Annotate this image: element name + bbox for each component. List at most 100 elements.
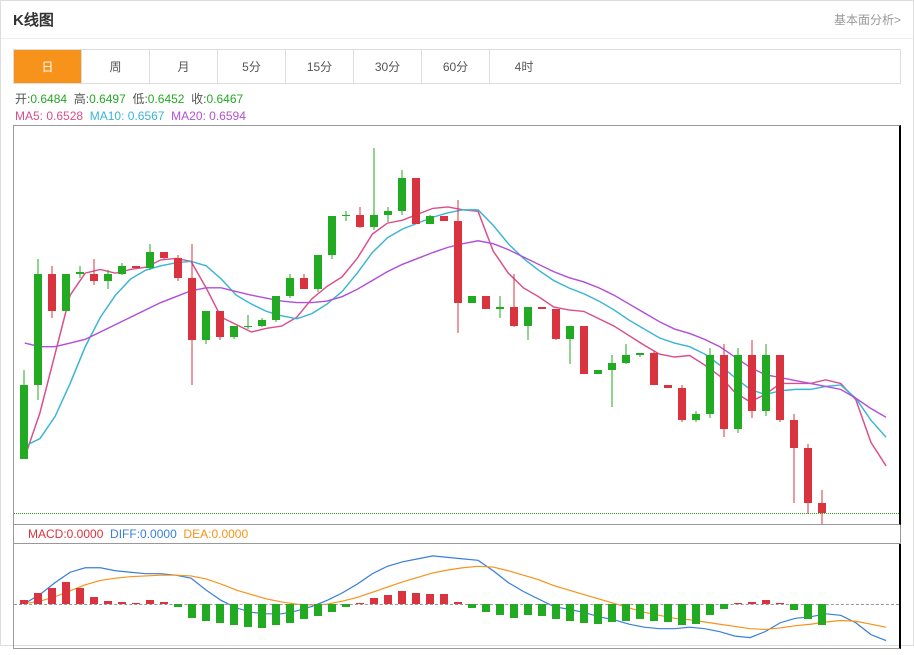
candle (524, 126, 532, 526)
candle (356, 126, 364, 526)
macd-bar (356, 603, 364, 605)
macd-readout: MACD:0.0000 DIFF:0.0000 DEA:0.0000 (13, 525, 901, 544)
ma5-value: 0.6528 (46, 109, 83, 123)
candle (146, 126, 154, 526)
tab-2[interactable]: 月 (150, 50, 218, 83)
candle (608, 126, 616, 526)
macd-bar (48, 588, 56, 605)
macd-bar (160, 602, 168, 604)
candle (748, 126, 756, 526)
candle (664, 126, 672, 526)
candle (734, 126, 742, 526)
open-label: 开: (15, 92, 30, 106)
macd-bar (552, 604, 560, 619)
fundamental-link[interactable]: 基本面分析> (834, 11, 901, 28)
candle (580, 126, 588, 526)
candle (174, 126, 182, 526)
candle (398, 126, 406, 526)
macd-bar (216, 604, 224, 623)
macd-bar (706, 604, 714, 615)
price-axis: 0.69420.68440.67450.66460.65470.6449 (901, 126, 914, 524)
macd-bar (804, 604, 812, 619)
candle (328, 126, 336, 526)
candle (454, 126, 462, 526)
macd-chart[interactable]: 0.0053-0.0060 (13, 544, 901, 649)
candle (34, 126, 42, 526)
candle (188, 126, 196, 526)
candle (48, 126, 56, 526)
macd-bar (664, 604, 672, 622)
candle (244, 126, 252, 526)
candle (286, 126, 294, 526)
macd-bar (34, 593, 42, 604)
candle (496, 126, 504, 526)
macd-bar (566, 604, 574, 621)
candle (202, 126, 210, 526)
macd-bar (524, 604, 532, 615)
high-label: 高: (74, 92, 89, 106)
tab-4[interactable]: 15分 (286, 50, 354, 83)
macd-bar (426, 594, 434, 605)
kline-panel: K线图 基本面分析> 日周月5分15分30分60分4时 开:0.6484 高:0… (0, 0, 914, 646)
candle (230, 126, 238, 526)
macd-overlay (14, 544, 899, 648)
candle (370, 126, 378, 526)
candle (314, 126, 322, 526)
macd-bar (174, 604, 182, 607)
low-value: 0.6452 (148, 92, 185, 106)
macd-bar (20, 600, 28, 604)
macd-bar (62, 582, 70, 605)
macd-bar (286, 604, 294, 623)
candle (76, 126, 84, 526)
candlestick-chart[interactable]: 0.69420.68440.67450.66460.65470.6449 0.6… (13, 125, 901, 525)
dea-value: 0.0000 (211, 527, 248, 541)
macd-bar (510, 604, 518, 618)
timeframe-tabs: 日周月5分15分30分60分4时 (13, 49, 901, 84)
candle (650, 126, 658, 526)
candle (510, 126, 518, 526)
macd-bar (398, 591, 406, 605)
macd-bar (90, 597, 98, 604)
macd-bar (104, 601, 112, 604)
tab-5[interactable]: 30分 (354, 50, 422, 83)
tab-1[interactable]: 周 (82, 50, 150, 83)
candle (706, 126, 714, 526)
candle (482, 126, 490, 526)
candle (622, 126, 630, 526)
tab-0[interactable]: 日 (14, 50, 82, 83)
candle (104, 126, 112, 526)
macd-value: 0.0000 (67, 527, 104, 541)
macd-bar (720, 604, 728, 609)
macd-diff-line (25, 556, 886, 641)
candle (776, 126, 784, 526)
candle (790, 126, 798, 526)
macd-bar (76, 588, 84, 605)
macd-bar (580, 604, 588, 623)
tab-6[interactable]: 60分 (422, 50, 490, 83)
tab-7[interactable]: 4时 (490, 50, 558, 83)
macd-bar (594, 604, 602, 624)
macd-bar (678, 604, 686, 625)
macd-bar (748, 602, 756, 604)
open-value: 0.6484 (30, 92, 67, 106)
candle (118, 126, 126, 526)
candle (678, 126, 686, 526)
candle (20, 126, 28, 526)
candle (342, 126, 350, 526)
candle (636, 126, 644, 526)
low-label: 低: (132, 92, 147, 106)
macd-bar (468, 604, 476, 608)
tab-3[interactable]: 5分 (218, 50, 286, 83)
macd-bar (146, 600, 154, 604)
ma5-label: MA5: (15, 109, 43, 123)
ma20-value: 0.6594 (209, 109, 246, 123)
candle (566, 126, 574, 526)
diff-value: 0.0000 (140, 527, 177, 541)
macd-bar (314, 604, 322, 616)
high-value: 0.6497 (89, 92, 126, 106)
candle (440, 126, 448, 526)
macd-bar (538, 604, 546, 616)
macd-bar (300, 604, 308, 619)
candle (552, 126, 560, 526)
header: K线图 基本面分析> (1, 1, 913, 39)
